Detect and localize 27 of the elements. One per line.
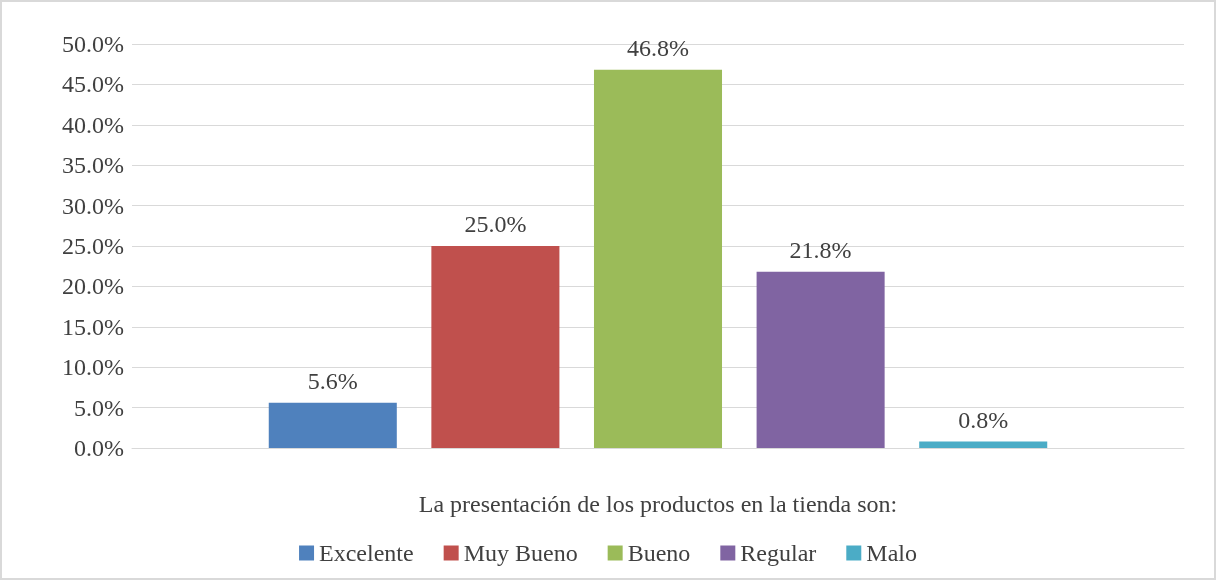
y-tick-label: 0.0% (74, 435, 124, 461)
data-label: 5.6% (307, 367, 358, 394)
y-tick-label: 40.0% (62, 111, 124, 138)
data-label: 21.8% (789, 236, 852, 263)
legend-label: Regular (740, 540, 817, 566)
y-tick-label: 10.0% (62, 354, 124, 381)
bar (431, 246, 560, 448)
y-tick-label: 35.0% (62, 152, 124, 179)
bar (268, 402, 397, 448)
data-label: 25.0% (464, 211, 527, 237)
data-label: 0.8% (958, 406, 1009, 433)
bar (593, 69, 723, 448)
y-tick-label: 50.0% (62, 31, 124, 57)
bar (919, 441, 1048, 448)
bar (756, 271, 885, 448)
y-tick-label: 5.0% (74, 394, 124, 421)
data-label: 46.8% (627, 34, 689, 61)
y-tick-label: 20.0% (62, 273, 124, 300)
y-tick-label: 25.0% (62, 233, 124, 259)
y-tick-label: 15.0% (62, 313, 124, 340)
legend-label: Muy Bueno (463, 540, 578, 566)
y-tick-label: 45.0% (62, 71, 124, 98)
x-axis-title: La presentación de los productos en la tienda son: (418, 491, 898, 517)
legend-label: Bueno (627, 540, 691, 566)
y-tick-label: 30.0% (62, 192, 124, 219)
legend-label: Malo (866, 540, 917, 566)
legend-label: Excelente (319, 540, 414, 566)
